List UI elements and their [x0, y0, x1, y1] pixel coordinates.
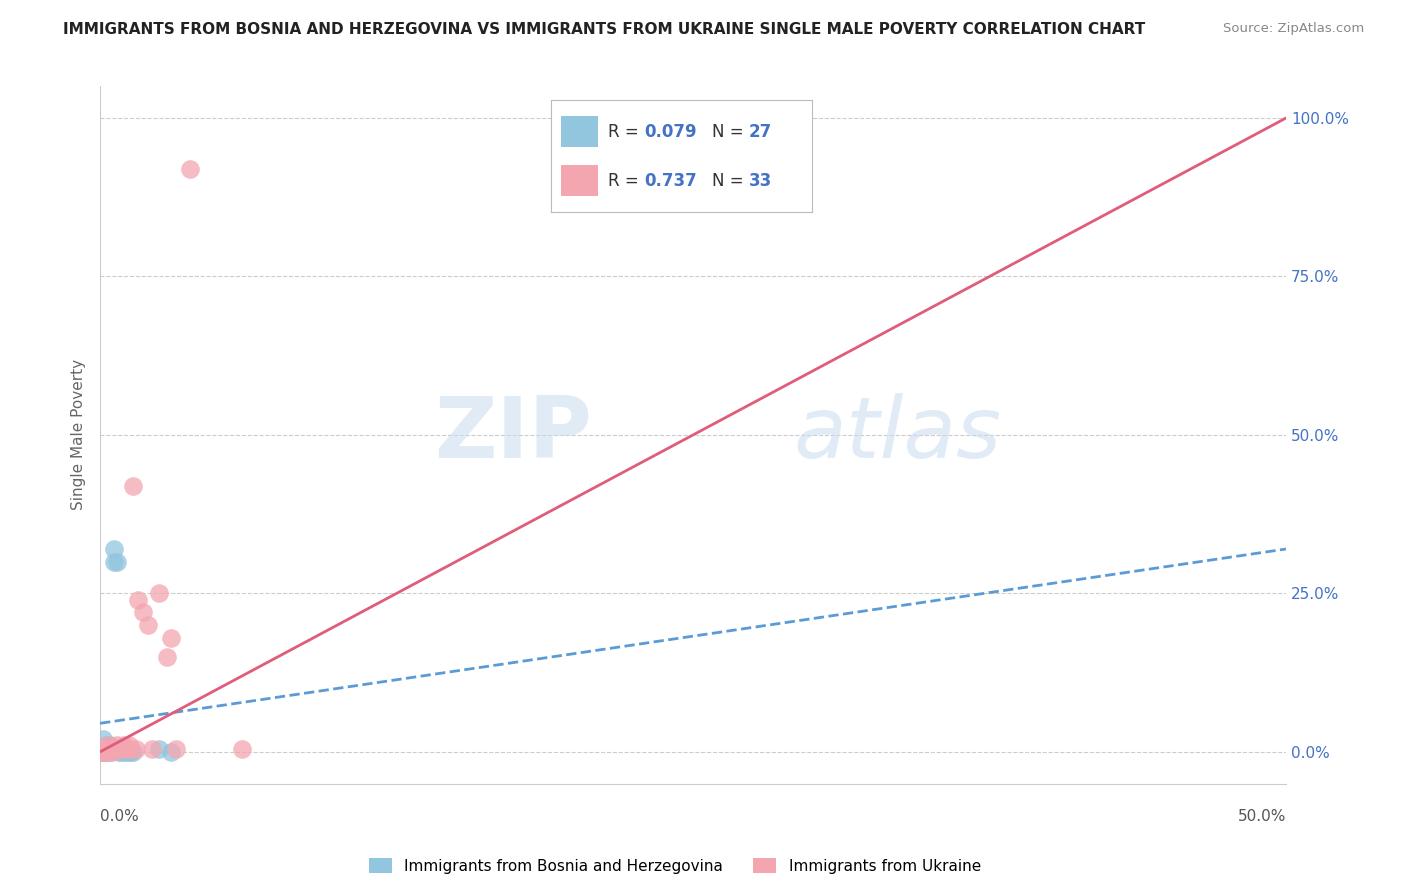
Text: 50.0%: 50.0% — [1237, 809, 1286, 824]
Point — [110, 745, 132, 759]
Point — [101, 741, 124, 756]
Point — [101, 741, 124, 756]
Point — [91, 741, 114, 756]
Point — [122, 478, 145, 492]
Point — [103, 741, 125, 756]
Point — [94, 745, 117, 759]
Point — [101, 741, 124, 756]
Point — [94, 745, 117, 759]
Point — [98, 739, 121, 753]
Point — [117, 745, 139, 759]
Point — [98, 745, 121, 759]
Text: 0.0%: 0.0% — [100, 809, 139, 824]
Text: ZIP: ZIP — [434, 393, 592, 476]
Point — [127, 592, 149, 607]
Point — [122, 745, 145, 759]
Point — [148, 741, 170, 756]
Text: IMMIGRANTS FROM BOSNIA AND HERZEGOVINA VS IMMIGRANTS FROM UKRAINE SINGLE MALE PO: IMMIGRANTS FROM BOSNIA AND HERZEGOVINA V… — [63, 22, 1146, 37]
Point — [120, 741, 142, 756]
Point — [108, 741, 131, 756]
Point — [96, 745, 118, 759]
Point — [91, 745, 114, 759]
Legend: Immigrants from Bosnia and Herzegovina, Immigrants from Ukraine: Immigrants from Bosnia and Herzegovina, … — [363, 852, 987, 880]
Point — [115, 741, 138, 756]
Point — [112, 739, 135, 753]
Point — [148, 586, 170, 600]
Point — [112, 745, 135, 759]
Point — [97, 741, 120, 756]
Point — [96, 739, 118, 753]
Point — [103, 541, 125, 556]
Point — [103, 555, 125, 569]
Point — [125, 741, 148, 756]
Point — [141, 741, 163, 756]
Point — [90, 745, 112, 759]
Point — [91, 732, 114, 747]
Point — [98, 741, 121, 756]
Point — [94, 741, 117, 756]
Point — [117, 739, 139, 753]
Point — [101, 745, 124, 759]
Point — [91, 745, 114, 759]
Point — [94, 741, 117, 756]
Point — [96, 739, 118, 753]
Point — [110, 741, 132, 756]
Point — [160, 745, 183, 759]
Point — [105, 741, 128, 756]
Y-axis label: Single Male Poverty: Single Male Poverty — [72, 359, 86, 510]
Point — [115, 745, 138, 759]
Point — [105, 741, 128, 756]
Point — [93, 745, 115, 759]
Point — [160, 631, 183, 645]
Point — [132, 606, 155, 620]
Point — [93, 745, 115, 759]
Point — [105, 555, 128, 569]
Point — [96, 745, 118, 759]
Point — [108, 745, 131, 759]
Point — [94, 745, 117, 759]
Point — [165, 741, 187, 756]
Point — [136, 618, 159, 632]
Point — [231, 741, 253, 756]
Point — [179, 161, 201, 176]
Point — [105, 739, 128, 753]
Point — [120, 745, 142, 759]
Text: atlas: atlas — [794, 393, 1002, 476]
Text: Source: ZipAtlas.com: Source: ZipAtlas.com — [1223, 22, 1364, 36]
Point — [90, 745, 112, 759]
Point — [103, 741, 125, 756]
Point — [155, 649, 177, 664]
